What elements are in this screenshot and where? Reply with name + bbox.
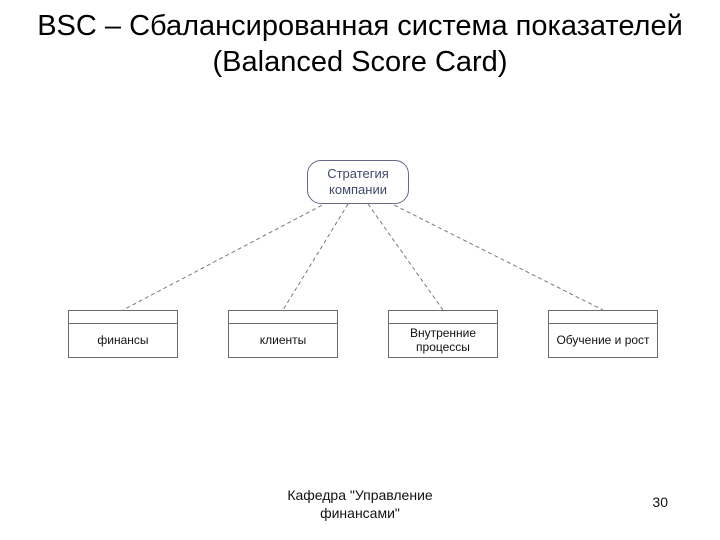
- leaf-header: [389, 311, 497, 324]
- leaf-label: финансы: [69, 324, 177, 357]
- leaf-header: [229, 311, 337, 324]
- root-node: Стратегия компании: [307, 160, 409, 204]
- leaf-node-finance: финансы: [68, 310, 178, 358]
- leaf-node-learning: Обучение и рост: [548, 310, 658, 358]
- leaf-node-internal: Внутренние процессы: [388, 310, 498, 358]
- footer-page-number: 30: [652, 494, 668, 510]
- leaf-node-clients: клиенты: [228, 310, 338, 358]
- root-node-label: Стратегия компании: [327, 166, 389, 197]
- root-label-line2: компании: [329, 182, 387, 197]
- footer-department: Кафедра "Управление финансами": [0, 486, 720, 522]
- leaf-header: [69, 311, 177, 324]
- slide: BSC – Сбалансированная система показател…: [0, 0, 720, 540]
- leaf-header: [549, 311, 657, 324]
- slide-title: BSC – Сбалансированная система показател…: [0, 8, 720, 81]
- footer-dept-line1: Кафедра "Управление: [287, 487, 432, 503]
- footer-dept-line2: финансами": [320, 505, 400, 521]
- leaf-label: Внутренние процессы: [389, 324, 497, 357]
- leaf-label: Обучение и рост: [549, 324, 657, 357]
- root-label-line1: Стратегия: [327, 166, 389, 181]
- bsc-diagram: Стратегия компании финансы клиенты Внутр…: [60, 150, 660, 430]
- leaf-label: клиенты: [229, 324, 337, 357]
